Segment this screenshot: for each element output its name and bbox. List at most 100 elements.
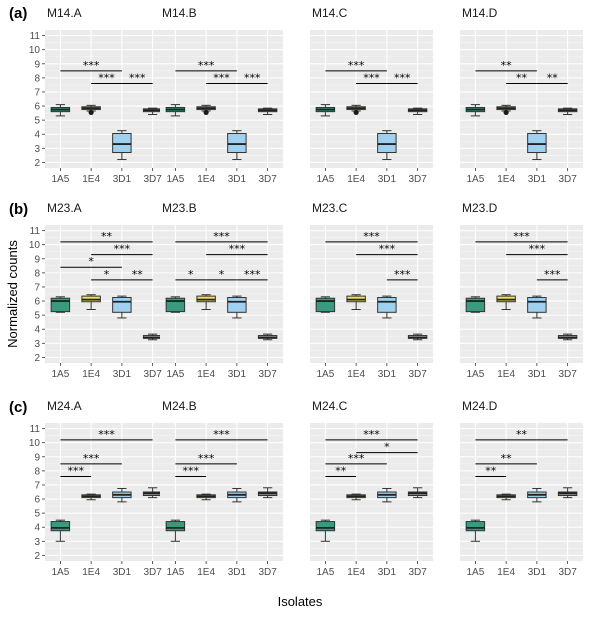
significance-bracket: ***: [325, 452, 387, 465]
box-1a5: [315, 519, 336, 542]
significance-bracket: ***: [206, 243, 268, 256]
significance-bracket: ***: [206, 72, 237, 85]
box-3d1: [227, 130, 247, 161]
y-tick-label: 8: [34, 268, 40, 279]
box-1e4: [496, 493, 516, 501]
x-tick-label: 3D1: [528, 369, 547, 380]
y-tick-label: 10: [29, 438, 41, 449]
box-3d1: [112, 487, 132, 503]
box-iqr: [527, 133, 547, 154]
panel-title: M23.D: [462, 201, 498, 215]
significance-label: ***: [394, 72, 411, 85]
box-3d7: [257, 107, 278, 115]
box-iqr: [112, 133, 132, 154]
x-tick-label: 3D7: [258, 174, 277, 185]
significance-bracket: *: [60, 255, 122, 268]
y-tick-label: 11: [30, 424, 41, 435]
box-iqr: [227, 133, 247, 154]
significance-bracket: ***: [91, 72, 122, 85]
y-tick-label: 4: [34, 523, 40, 534]
significance-label: ***: [183, 465, 200, 478]
box-1a5: [315, 104, 336, 117]
significance-label: ***: [213, 428, 230, 441]
outlier-point: [503, 109, 509, 115]
significance-label: **: [485, 465, 497, 478]
significance-label: **: [101, 230, 113, 243]
panel-title: M23.B: [162, 201, 197, 215]
significance-label: **: [501, 452, 513, 465]
x-tick-label: 3D1: [528, 567, 547, 578]
box-3d1: [527, 487, 547, 503]
significance-label: ***: [244, 72, 261, 85]
x-tick-label: 3D1: [228, 567, 247, 578]
significance-label: ***: [229, 243, 246, 256]
box-iqr: [315, 521, 336, 532]
significance-label: ***: [213, 72, 230, 85]
significance-bracket: **: [506, 72, 537, 85]
box-3d1: [377, 295, 397, 319]
x-tick-label: 1E4: [497, 369, 515, 380]
panel-title: M14.C: [312, 6, 348, 20]
significance-bracket: *: [356, 441, 418, 454]
box-3d1: [377, 130, 397, 161]
x-tick-label: 3D1: [113, 567, 132, 578]
x-tick-label: 1E4: [347, 567, 365, 578]
box-1a5: [165, 104, 186, 117]
significance-bracket: ***: [121, 72, 153, 85]
box-iqr: [527, 297, 547, 313]
significance-label: ***: [348, 59, 365, 72]
significance-label: *: [384, 441, 390, 454]
y-tick-label: 3: [34, 339, 40, 350]
y-tick-label: 11: [30, 226, 41, 237]
significance-label: ***: [98, 72, 115, 85]
y-tick-label: 6: [34, 297, 40, 308]
x-tick-label: 1E4: [82, 567, 100, 578]
y-tick-label: 5: [34, 509, 40, 520]
box-1a5: [165, 296, 186, 313]
significance-bracket: ***: [325, 428, 418, 441]
outlier-point: [203, 109, 209, 115]
y-tick-label: 9: [34, 452, 40, 463]
significance-bracket: ***: [175, 230, 268, 243]
significance-bracket: ***: [236, 72, 268, 85]
significance-label: *: [219, 268, 225, 281]
panel-title: M14.D: [462, 6, 498, 20]
x-tick-label: 1E4: [197, 369, 215, 380]
x-tick-label: 3D7: [558, 174, 577, 185]
box-3d1: [112, 130, 132, 161]
box-1e4: [346, 294, 366, 310]
significance-label: ***: [83, 59, 100, 72]
significance-bracket: ***: [60, 428, 153, 441]
significance-label: ***: [363, 72, 380, 85]
box-1a5: [465, 104, 486, 117]
box-1a5: [50, 296, 71, 313]
x-tick-label: 1A5: [166, 174, 184, 185]
x-tick-label: 3D7: [258, 567, 277, 578]
significance-bracket: **: [325, 465, 357, 478]
y-tick-label: 4: [34, 325, 40, 336]
x-tick-label: 1A5: [316, 567, 334, 578]
significance-label: ***: [114, 243, 131, 256]
y-tick-label: 10: [29, 45, 41, 56]
y-tick-label: 2: [34, 158, 40, 169]
y-tick-label: 7: [34, 282, 40, 293]
panel-title: M14.A: [47, 6, 82, 20]
box-3d7: [142, 107, 163, 115]
significance-bracket: **: [121, 268, 153, 281]
box-1e4: [81, 493, 101, 501]
x-tick-label: 3D1: [113, 174, 132, 185]
box-3d1: [527, 130, 547, 161]
box-1a5: [465, 296, 486, 313]
x-tick-label: 1A5: [51, 567, 69, 578]
significance-bracket: ***: [175, 465, 207, 478]
significance-bracket: ***: [325, 230, 418, 243]
panel-title: M24.D: [462, 399, 498, 413]
box-iqr: [377, 297, 397, 313]
panel-title: M14.B: [162, 6, 197, 20]
